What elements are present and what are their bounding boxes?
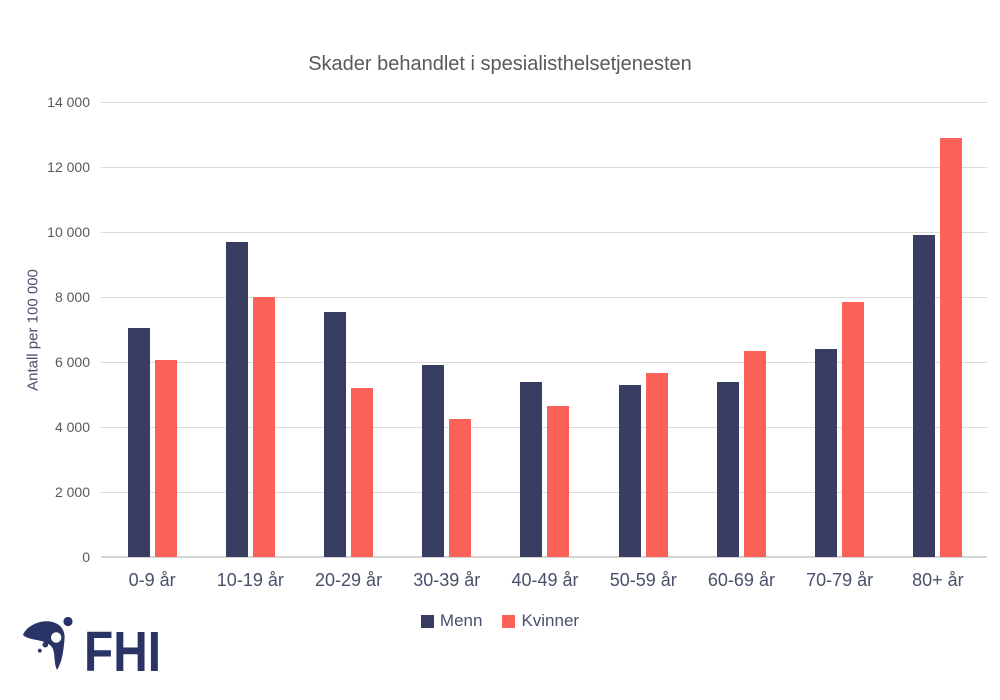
bar-group-20-29-år [299,102,397,557]
x-axis-label: 50-59 år [609,570,677,590]
legend-label-menn: Menn [439,611,483,630]
y-tick-label: 14 000 [47,94,90,110]
gridline [101,427,987,428]
legend-item-kvinner: Kvinner [502,611,579,631]
x-axis-label: 70-79 år [806,570,874,590]
bar-kvinner [449,418,472,557]
x-axis-label: 0-9 år [128,570,176,590]
x-axis-label: 40-49 år [511,570,579,590]
y-tick-label: 8 000 [54,289,90,305]
legend: Menn Kvinner [0,611,1000,631]
bar-kvinner [645,373,668,557]
gridline [101,297,987,298]
bar-group-10-19-år [201,102,299,557]
bar-group-40-49-år [496,102,594,557]
bar-menn [520,381,543,557]
y-tick-label: 0 [82,549,90,565]
fhi-logo-mark [23,616,73,670]
logo-hole [51,632,62,643]
legend-label-kvinner: Kvinner [521,611,580,630]
bar-kvinner [154,360,177,557]
bar-menn [618,384,641,557]
y-tick-label: 12 000 [47,159,90,175]
bar-kvinner [252,297,275,557]
logo-dot-medium [42,641,49,648]
gridline [101,102,987,103]
bar-group-70-79-år [791,102,889,557]
bar-kvinner [743,350,766,557]
bar-kvinner [547,405,570,557]
bar-menn [913,235,936,557]
bar-group-80+-år [889,102,987,557]
fhi-logo-text: FHI [84,620,161,684]
gridline [101,492,987,493]
bar-kvinner [940,137,963,557]
bar-kvinner [842,301,865,557]
x-axis-label: 10-19 år [216,570,284,590]
bar-group-30-39-år [398,102,496,557]
gridline [101,167,987,168]
bar-group-50-59-år [594,102,692,557]
legend-item-menn: Menn [420,611,483,631]
bar-menn [324,311,347,557]
plot-area [101,102,987,558]
bar-menn [422,365,445,557]
chart-title: Skader behandlet i spesialisthelsetjenes… [308,53,692,75]
y-tick-label: 10 000 [47,224,90,240]
y-tick-label: 2 000 [54,484,90,500]
fhi-logo: FHI [23,616,161,684]
bar-menn [815,349,838,557]
legend-swatch-kvinner [502,614,516,628]
legend-swatch-menn [420,614,434,628]
bar-menn [127,327,150,557]
bar-kvinner [351,388,374,557]
y-axis-title: Antall per 100 000 [24,269,42,391]
bar-menn [225,241,248,557]
x-axis-line [101,556,987,558]
bar-group-0-9-år [103,102,201,557]
x-axis-label: 60-69 år [707,570,775,590]
bar-menn [716,381,739,557]
gridline [101,362,987,363]
bar-group-60-69-år [692,102,790,557]
y-tick-label: 4 000 [54,419,90,435]
x-axis-label: 30-39 år [413,570,481,590]
x-axis-label: 20-29 år [315,570,383,590]
logo-dot-small [37,648,42,653]
gridline [101,232,987,233]
x-axis-label: 80+ år [912,570,964,590]
logo-head-dot [63,616,73,627]
y-tick-label: 6 000 [54,354,90,370]
